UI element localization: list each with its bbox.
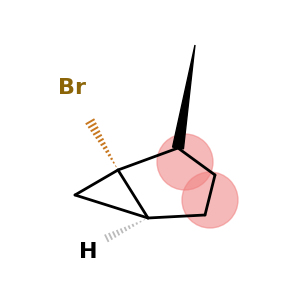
Circle shape <box>182 172 238 228</box>
Circle shape <box>157 134 213 190</box>
Text: Br: Br <box>58 78 86 98</box>
Polygon shape <box>172 45 195 149</box>
Text: H: H <box>79 242 97 262</box>
